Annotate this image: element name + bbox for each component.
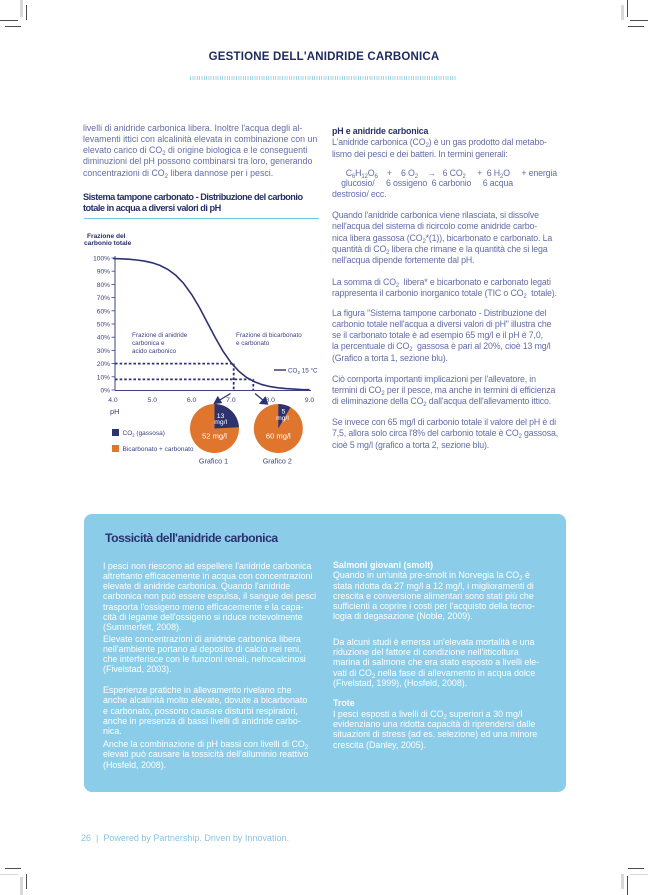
svg-text:Grafico 2: Grafico 2 (263, 457, 292, 466)
svg-text:mg/l: mg/l (214, 419, 227, 426)
svg-text:mg/l: mg/l (276, 415, 289, 422)
svg-text:40%: 40% (97, 335, 110, 342)
svg-text:e carbonato: e carbonato (236, 340, 270, 347)
svg-text:carbonica e: carbonica e (132, 340, 165, 347)
svg-text:52 mg/l: 52 mg/l (202, 432, 227, 441)
svg-text:4.0: 4.0 (108, 397, 118, 404)
svg-text:10%: 10% (97, 374, 110, 381)
svg-text:CO2 15 °C: CO2 15 °C (288, 367, 318, 376)
svg-text:acido carbonico: acido carbonico (132, 348, 177, 355)
svg-text:80%: 80% (97, 282, 110, 289)
svg-text:60%: 60% (97, 308, 110, 315)
svg-text:9.0: 9.0 (305, 397, 315, 404)
svg-text:100%: 100% (93, 256, 110, 263)
svg-text:0%: 0% (100, 388, 110, 395)
svg-text:70%: 70% (97, 295, 110, 302)
svg-text:5.0: 5.0 (148, 397, 158, 404)
svg-text:Frazione del: Frazione del (87, 233, 126, 240)
svg-text:60 mg/l: 60 mg/l (266, 432, 291, 441)
svg-text:7.0: 7.0 (226, 397, 236, 404)
svg-text:13: 13 (217, 413, 225, 420)
svg-text:90%: 90% (97, 269, 110, 276)
svg-text:pH: pH (110, 407, 120, 416)
svg-text:6.0: 6.0 (187, 397, 197, 404)
svg-text:Bicarbonato + carbonato: Bicarbonato + carbonato (123, 446, 194, 453)
svg-text:20%: 20% (97, 361, 110, 368)
svg-text:50%: 50% (97, 322, 110, 329)
svg-text:Frazione di bicarbonato: Frazione di bicarbonato (236, 332, 302, 339)
svg-text:30%: 30% (97, 348, 110, 355)
svg-text:CO2 (gassosa): CO2 (gassosa) (123, 430, 165, 437)
svg-text:Grafico 1: Grafico 1 (199, 457, 228, 466)
svg-text:Frazione di anidride: Frazione di anidride (132, 332, 188, 339)
svg-text:5: 5 (282, 409, 286, 416)
svg-text:carbonio totale: carbonio totale (84, 240, 132, 247)
svg-text:8.0: 8.0 (265, 397, 275, 404)
